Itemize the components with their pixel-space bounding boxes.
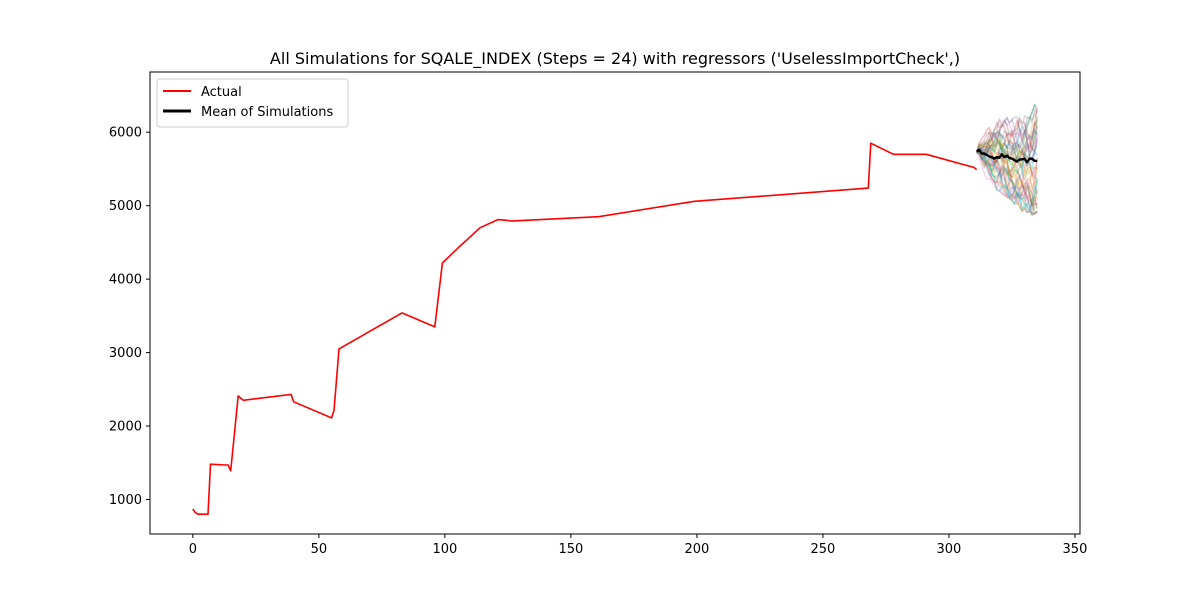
simulation-line — [975, 120, 1038, 169]
legend: Actual Mean of Simulations — [156, 78, 349, 128]
simulation-line — [976, 152, 1038, 205]
legend-box — [156, 78, 349, 128]
simulation-line — [976, 148, 1038, 216]
legend-label-actual: Actual — [201, 85, 242, 100]
x-axis-ticks: 0 50 100 150 200 250 300 350 — [189, 534, 1088, 557]
simulation-line — [976, 146, 1038, 216]
x-tick-label: 200 — [684, 542, 709, 557]
simulation-line — [976, 117, 1038, 176]
simulation-line — [976, 151, 1038, 212]
x-tick-label: 100 — [432, 542, 457, 557]
simulation-line — [976, 115, 1038, 164]
x-tick-label: 50 — [311, 542, 328, 557]
y-tick-label: 5000 — [109, 199, 142, 214]
simulation-line — [976, 144, 1038, 199]
simulation-line — [976, 146, 1038, 215]
simulation-line — [976, 146, 1038, 191]
x-tick-label: 0 — [189, 542, 197, 557]
simulation-line — [976, 151, 1038, 217]
simulation-line — [976, 127, 1038, 164]
y-tick-label: 1000 — [109, 493, 142, 508]
y-tick-label: 6000 — [109, 126, 142, 141]
series-line-mean — [976, 148, 1038, 164]
x-tick-label: 250 — [811, 542, 836, 557]
simulation-line — [976, 148, 1038, 213]
x-tick-label: 350 — [1063, 542, 1088, 557]
simulation-line — [975, 137, 1038, 200]
simulation-line — [976, 130, 1038, 182]
y-tick-label: 4000 — [109, 273, 142, 288]
chart-title: All Simulations for SQALE_INDEX (Steps =… — [270, 49, 960, 69]
series-lines — [192, 142, 1038, 516]
simulation-line — [976, 143, 1038, 211]
y-axis-ticks: 1000 2000 3000 4000 5000 6000 — [109, 126, 150, 508]
simulation-line — [976, 150, 1038, 207]
legend-label-mean: Mean of Simulations — [201, 105, 333, 120]
simulation-line — [976, 128, 1038, 177]
series-line-actual — [192, 142, 978, 516]
simulation-line — [976, 151, 1038, 210]
simulation-line — [975, 141, 1038, 215]
simulation-line — [976, 107, 1038, 153]
simulation-line — [976, 108, 1038, 153]
simulation-line — [976, 151, 1038, 206]
simulation-line — [976, 132, 1038, 199]
simulation-line — [976, 115, 1038, 153]
y-tick-label: 3000 — [109, 346, 142, 361]
axes-frame — [149, 71, 1081, 535]
y-tick-label: 2000 — [109, 420, 142, 435]
plot-area: 0 50 100 150 200 250 300 350 1000 2000 3000 4000 50… — [109, 71, 1088, 557]
simulation-line — [976, 113, 1038, 153]
simulation-lines — [975, 102, 1038, 217]
simulation-line — [975, 119, 1038, 162]
simulation-line — [975, 117, 1038, 153]
x-tick-label: 300 — [937, 542, 962, 557]
simulation-line — [976, 145, 1038, 191]
simulation-line — [975, 104, 1038, 168]
simulation-line — [976, 147, 1038, 216]
x-tick-label: 150 — [558, 542, 583, 557]
simulation-line — [976, 145, 1038, 207]
